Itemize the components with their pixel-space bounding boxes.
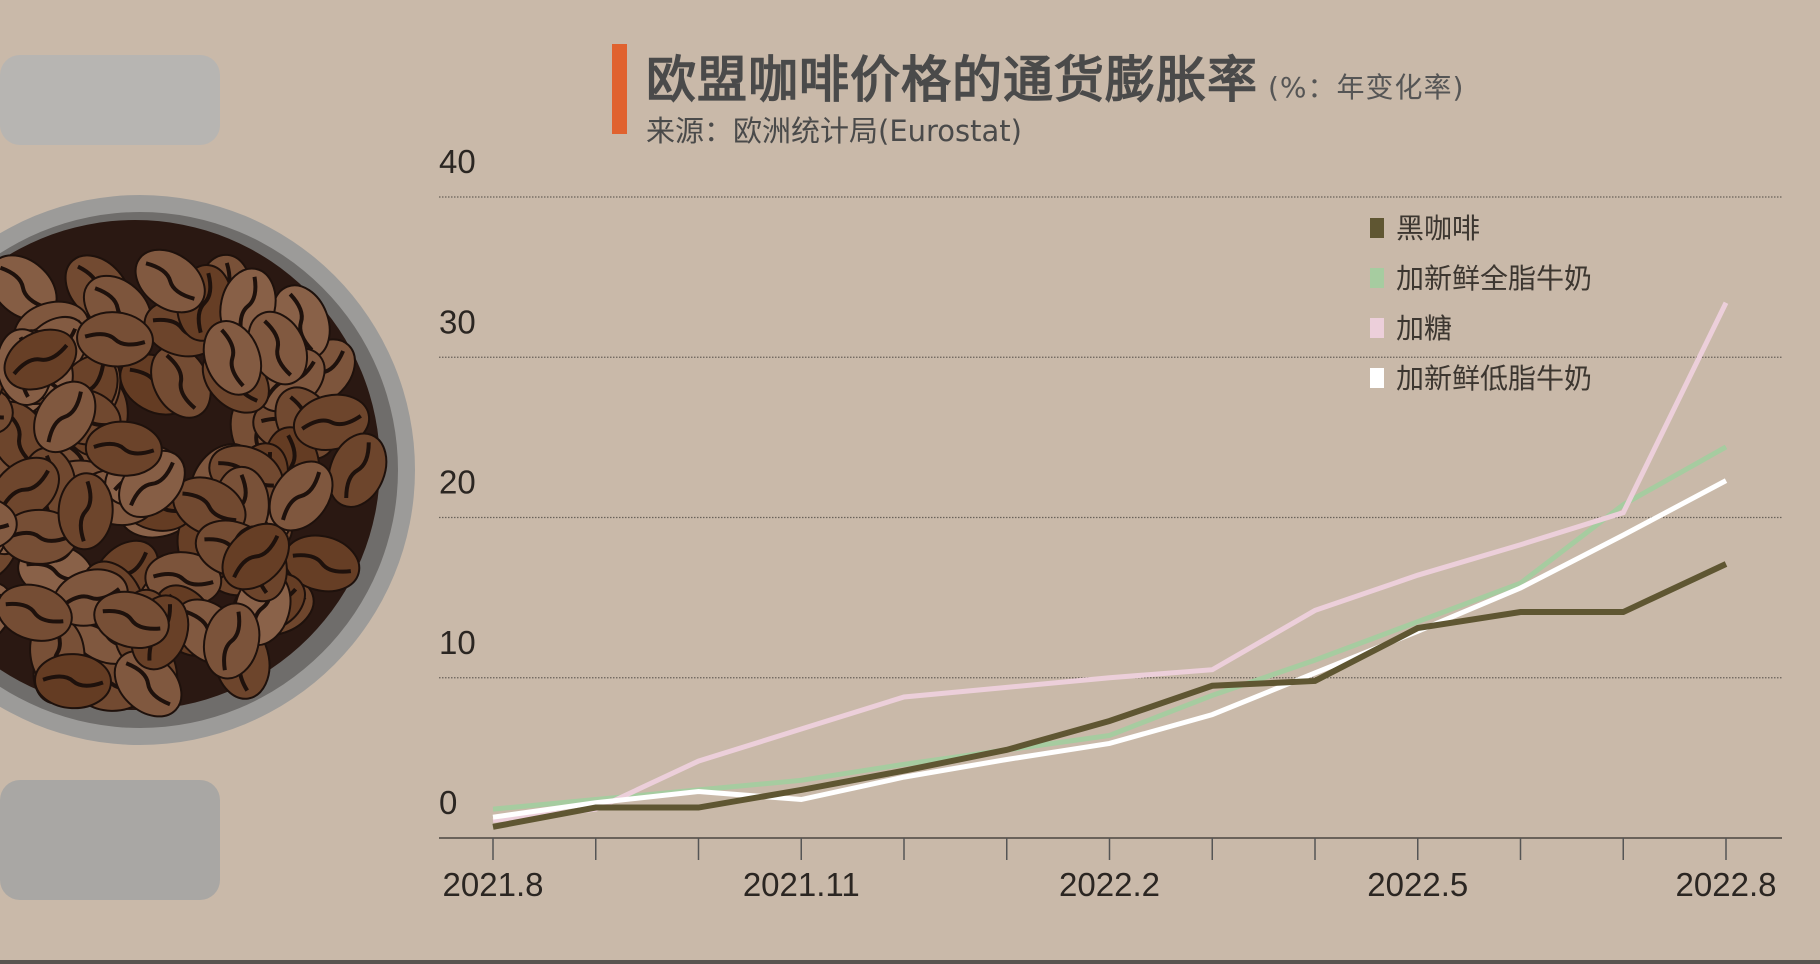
- coffee-bean: [93, 590, 170, 649]
- coffee-bean: [202, 602, 261, 680]
- coffee-bean: [3, 328, 78, 391]
- legend-label: 加新鲜低脂牛奶: [1396, 362, 1592, 395]
- chart-source: 来源：欧洲统计局(Eurostat): [646, 114, 1022, 148]
- coffee-bean: [0, 376, 14, 437]
- y-tick-label: 10: [439, 624, 476, 661]
- coffee-bean: [0, 254, 58, 321]
- legend-swatch: [1370, 318, 1384, 338]
- series-line-2: [492, 301, 1729, 823]
- y-tick-label: 40: [439, 143, 476, 180]
- coffee-bean: [202, 320, 263, 396]
- coffee-bean: [34, 653, 112, 710]
- legend-label: 加新鲜全脂牛奶: [1396, 262, 1592, 295]
- coffee-bean: [268, 460, 334, 532]
- title-accent-bar: [612, 44, 627, 134]
- bottom-border: [0, 960, 1820, 964]
- coffee-bean: [57, 472, 114, 551]
- chart-title: 欧盟咖啡价格的通货膨胀率 (%：年变化率): [646, 40, 1464, 112]
- coffee-bean: [0, 583, 73, 642]
- x-tick-label: 2022.8: [1676, 866, 1777, 903]
- coffee-bean: [292, 393, 371, 451]
- coffee-bean: [327, 432, 388, 508]
- y-tick-label: 20: [439, 464, 476, 501]
- legend-swatch: [1370, 368, 1384, 388]
- x-tick-label: 2021.11: [743, 866, 860, 903]
- coffee-bean: [283, 534, 361, 593]
- legend-label: 加糖: [1396, 312, 1452, 345]
- title-text: 欧盟咖啡价格的通货膨胀率: [646, 51, 1258, 109]
- series-line-3: [492, 478, 1728, 820]
- series-line-0: [492, 561, 1728, 830]
- coffee-bean: [221, 522, 290, 591]
- coffee-bean: [76, 311, 154, 368]
- legend-label: 黑咖啡: [1396, 212, 1480, 245]
- x-tick-label: 2022.5: [1367, 866, 1468, 903]
- title-unit: (%：年变化率): [1268, 71, 1465, 104]
- coffee-beans-bowl-image: [0, 55, 415, 900]
- bowl-handle-bottom: [0, 780, 220, 900]
- bowl-handle-top: [0, 55, 220, 145]
- legend-swatch: [1370, 218, 1384, 238]
- x-tick-label: 2021.8: [443, 866, 544, 903]
- coffee-bean: [0, 581, 14, 649]
- y-tick-label: 0: [439, 784, 457, 821]
- coffee-bean: [0, 495, 18, 552]
- series-line-1: [492, 444, 1728, 812]
- coffee-bean: [134, 248, 206, 314]
- legend-swatch: [1370, 268, 1384, 288]
- y-tick-label: 30: [439, 303, 476, 340]
- coffee-bean: [33, 380, 97, 453]
- x-tick-label: 2022.2: [1059, 866, 1160, 903]
- coffee-bean: [84, 420, 163, 477]
